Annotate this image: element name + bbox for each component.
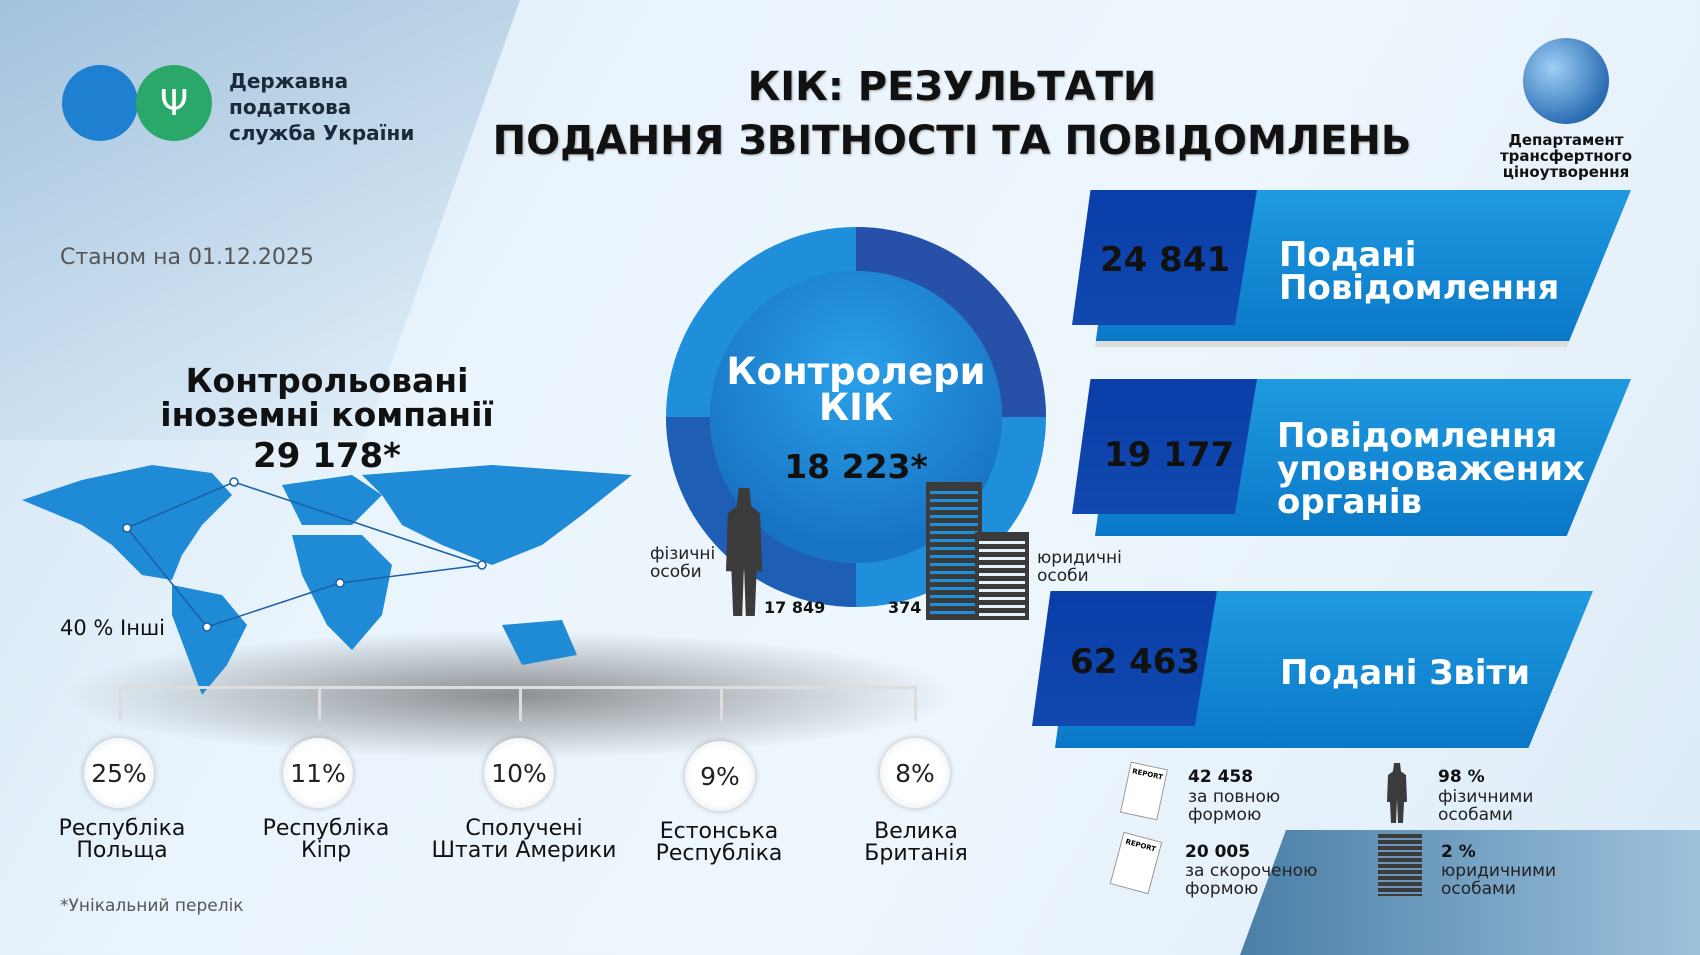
background-panel-bottom-right — [1240, 830, 1700, 955]
department-name: Департамент трансфертного ціноутворення — [1499, 131, 1633, 181]
stat-value-box — [1072, 190, 1257, 325]
report-full-label: за повною формою — [1188, 787, 1281, 825]
controllers-total: 18 223* — [784, 447, 928, 486]
legal-label: юридичні особи — [1037, 548, 1122, 586]
building-icon — [975, 532, 1029, 620]
individuals-value: 17 849 — [764, 598, 826, 617]
stat-value: 19 177 — [1104, 435, 1235, 475]
stat-value: 24 841 — [1100, 240, 1231, 280]
connector-tick — [914, 686, 917, 721]
legal-share-value: 2 % — [1441, 842, 1476, 862]
logo-trident-circle: Ψ — [136, 65, 212, 141]
country-name: Республіка Кіпр — [262, 816, 390, 863]
country-name: Сполучені Штати Америки — [431, 816, 617, 863]
stat-value: 62 463 — [1070, 642, 1201, 682]
donut-segment-dark — [856, 227, 1046, 417]
stat-label: Подані Повідомлення — [1279, 235, 1560, 308]
stat-label: Повідомлення уповноважених органів — [1277, 416, 1585, 522]
map-south-america — [172, 585, 247, 695]
cfc-title: Контрольовані іноземні компанії — [160, 361, 494, 434]
globe-icon — [1523, 38, 1609, 124]
map-europe — [282, 475, 382, 525]
connector-tick — [720, 686, 723, 721]
legal-value: 374 — [888, 598, 922, 617]
footnote: *Унікальний перелік — [60, 896, 244, 916]
country-percent: 25% — [84, 738, 154, 808]
stat-value-box — [1032, 591, 1217, 726]
stat-value-box — [1072, 379, 1257, 514]
individuals-share-label: фізичними особами — [1438, 787, 1534, 825]
trident-icon: Ψ — [159, 82, 189, 124]
connector-tick — [119, 686, 122, 721]
building-icon — [926, 482, 982, 620]
country-percent: 9% — [685, 741, 755, 811]
country-connector-line — [119, 686, 916, 689]
cfc-others: 40 % Інші — [60, 616, 165, 640]
map-africa — [292, 535, 392, 650]
page-title-line2: ПОДАННЯ ЗВІТНОСТІ ТА ПОВІДОМЛЕНЬ — [492, 118, 1412, 164]
map-australia — [502, 620, 577, 665]
building-icon — [1378, 834, 1422, 896]
country-name: Велика Британія — [864, 819, 968, 866]
legal-share-label: юридичними особами — [1441, 861, 1557, 899]
page-title-line1: КІК: РЕЗУЛЬТАТИ — [747, 64, 1157, 110]
report-icon: REPORT — [1109, 831, 1163, 895]
report-short-label: за скороченою формою — [1185, 861, 1318, 899]
person-icon — [1387, 763, 1407, 823]
donut-segment-dark — [666, 417, 856, 607]
connector-tick — [519, 686, 522, 721]
as-of-date: Станом на 01.12.2025 — [60, 245, 314, 270]
org-name: Державна податкова служба України — [229, 69, 415, 145]
country-name: Естонська Республіка — [655, 819, 783, 866]
stat-label: Подані Звіти — [1280, 653, 1531, 693]
world-map — [22, 465, 632, 695]
report-short-value: 20 005 — [1185, 842, 1251, 862]
report-full-value: 42 458 — [1188, 767, 1254, 787]
country-name: Республіка Польща — [58, 816, 186, 863]
country-percent: 10% — [484, 738, 554, 808]
map-asia — [362, 465, 632, 565]
individuals-share-value: 98 % — [1438, 767, 1485, 787]
report-icon: REPORT — [1120, 761, 1168, 821]
controllers-title: Контролери КІК — [726, 350, 986, 429]
logo-blue-circle — [62, 65, 138, 141]
map-north-america — [22, 465, 232, 580]
connector-tick — [318, 686, 321, 721]
country-percent: 11% — [283, 738, 353, 808]
cfc-total: 29 178* — [253, 436, 401, 476]
individuals-label: фізичні особи — [650, 544, 716, 582]
country-percent: 8% — [880, 738, 950, 808]
